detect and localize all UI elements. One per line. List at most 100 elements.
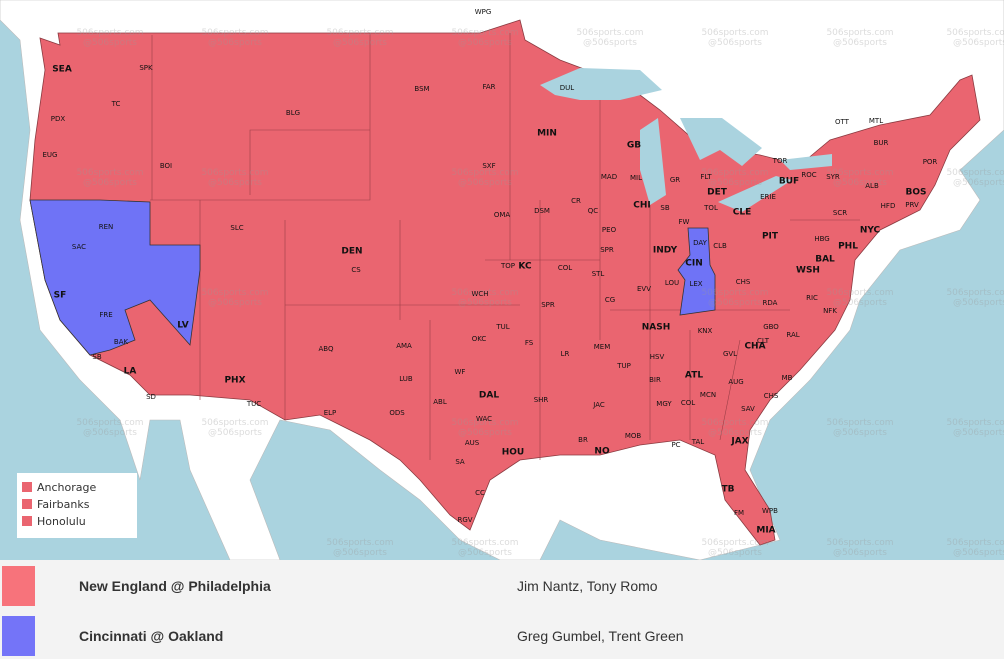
city-label: OTT [835, 118, 850, 126]
watermark: 506sports.com [946, 28, 1004, 38]
city-label: ODS [389, 409, 405, 417]
watermark: 506sports.com [826, 418, 893, 428]
city-label: KNX [698, 327, 713, 335]
city-label: BOS [906, 188, 927, 198]
watermark: @506sports [953, 548, 1004, 558]
legend-label: Anchorage [37, 481, 96, 494]
city-label: TOP [500, 262, 515, 270]
city-label: LA [124, 367, 137, 377]
city-label: AUG [728, 378, 743, 386]
city-label: CLT [757, 337, 770, 345]
city-label: DAL [479, 391, 499, 401]
city-label: BUR [874, 139, 889, 147]
city-label: CHS [736, 278, 751, 286]
watermark: @506sports [208, 38, 262, 48]
watermark: 506sports.com [451, 168, 518, 178]
city-label: HSV [650, 353, 665, 361]
watermark: 506sports.com [826, 288, 893, 298]
great-lakes [540, 68, 832, 212]
watermark: @506sports [953, 298, 1004, 308]
watermark: 506sports.com [826, 28, 893, 38]
watermark: 506sports.com [946, 288, 1004, 298]
city-label: CHS [764, 392, 779, 400]
watermark: 506sports.com [201, 28, 268, 38]
city-label: CR [571, 197, 581, 205]
city-label: MTL [869, 117, 883, 125]
watermark: @506sports [833, 298, 887, 308]
watermark: 506sports.com [76, 28, 143, 38]
city-label: FW [679, 218, 690, 226]
city-label: ERIE [760, 193, 776, 201]
city-label: SHR [534, 396, 549, 404]
city-label: MB [782, 374, 793, 382]
city-label: GBO [763, 323, 779, 331]
legend-swatch [22, 516, 32, 526]
city-label: ELP [324, 409, 337, 417]
city-label: SCR [833, 209, 847, 217]
watermark: @506sports [708, 428, 762, 438]
watermark: 506sports.com [701, 538, 768, 548]
watermark: @506sports [953, 428, 1004, 438]
watermark: 506sports.com [326, 28, 393, 38]
watermark: @506sports [833, 178, 887, 188]
game-row: Cincinnati @ Oakland Greg Gumbel, Trent G… [0, 616, 1004, 659]
city-label: OMA [494, 211, 511, 219]
city-label: NO [594, 447, 610, 457]
city-label: QC [588, 207, 599, 215]
watermark: 506sports.com [451, 288, 518, 298]
watermark: @506sports [953, 178, 1004, 188]
city-label: JAX [730, 437, 748, 447]
city-label: DEN [341, 247, 362, 257]
city-label: WCH [471, 290, 488, 298]
city-label: CHI [633, 201, 651, 211]
city-label: MIL [630, 174, 642, 182]
city-label: SAC [72, 243, 86, 251]
city-label: STL [592, 270, 605, 278]
map: 506sports.com@506sports506sports.com@506… [0, 0, 1004, 561]
watermark: @506sports [208, 298, 262, 308]
city-label: FS [525, 339, 534, 347]
watermark: @506sports [583, 38, 637, 48]
watermark: @506sports [208, 178, 262, 188]
city-label: BLG [286, 109, 300, 117]
city-label: INDY [653, 246, 678, 256]
watermark: 506sports.com [201, 288, 268, 298]
city-label: TUL [495, 323, 509, 331]
city-label: DUL [560, 84, 575, 92]
city-label: RAL [786, 331, 799, 339]
city-label: PIT [762, 232, 779, 242]
city-label: SD [146, 393, 156, 401]
city-label: BSM [414, 85, 429, 93]
city-label: SYR [826, 173, 840, 181]
legend-box [17, 473, 137, 538]
city-label: DAY [693, 239, 708, 247]
city-label: TC [111, 100, 121, 108]
city-label: FRE [99, 311, 112, 319]
watermark: 506sports.com [76, 168, 143, 178]
city-label: RDA [763, 299, 778, 307]
watermark: @506sports [83, 178, 137, 188]
matchup: New England @ Philadelphia [79, 578, 271, 594]
watermark: 506sports.com [201, 418, 268, 428]
legend-label: Honolulu [37, 515, 86, 528]
game-swatch [2, 616, 35, 656]
city-label: ALB [865, 182, 879, 190]
city-label: MIN [537, 129, 557, 139]
watermark: @506sports [333, 38, 387, 48]
city-label: MGY [656, 400, 672, 408]
watermark: 506sports.com [701, 168, 768, 178]
city-label: PEO [602, 226, 617, 234]
watermark: 506sports.com [576, 28, 643, 38]
blue-region-west [29, 199, 201, 356]
city-label: LEX [689, 280, 702, 288]
city-label: SB [660, 204, 669, 212]
watermark: @506sports [833, 428, 887, 438]
watermark: @506sports [953, 38, 1004, 48]
city-label: COL [681, 399, 695, 407]
games-table: New England @ Philadelphia Jim Nantz, Ton… [0, 560, 1004, 659]
watermark: @506sports [833, 548, 887, 558]
watermark: 506sports.com [946, 538, 1004, 548]
watermark: 506sports.com [701, 288, 768, 298]
watermark: 506sports.com [76, 418, 143, 428]
city-label: BOI [160, 162, 172, 170]
